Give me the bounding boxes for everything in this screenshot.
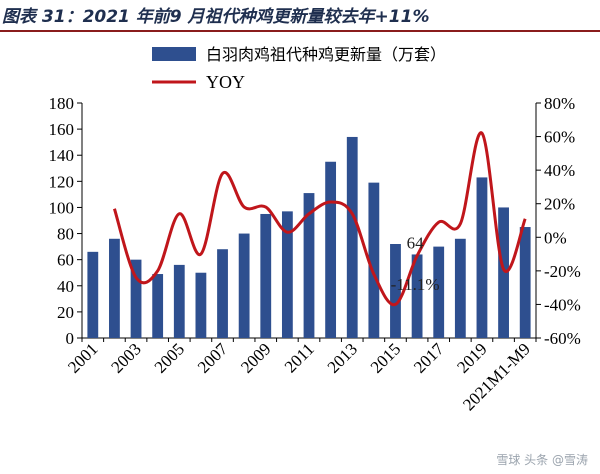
y-tick-label-right: 0% <box>544 228 567 247</box>
bar <box>303 193 315 338</box>
legend-swatch-bar <box>152 47 196 61</box>
bar <box>238 233 250 338</box>
y-tick-label-left: 20 <box>57 303 74 322</box>
x-tick-label: 2015 <box>367 339 404 376</box>
y-tick-label-right: -40% <box>544 295 581 314</box>
bar <box>411 254 423 338</box>
y-tick-label-right: 80% <box>544 94 575 113</box>
bar <box>325 161 337 338</box>
x-tick-label: 2009 <box>237 339 274 376</box>
x-tick-label: 2005 <box>151 339 188 376</box>
y-tick-label-left: 60 <box>57 251 74 270</box>
y-tick-label-right: -60% <box>544 329 581 348</box>
bar <box>390 244 401 338</box>
bar-series <box>87 136 531 338</box>
y-tick-label-left: 140 <box>49 146 75 165</box>
data-label: 64 <box>407 233 425 252</box>
yoy-line <box>112 131 527 307</box>
legend-label-line: YOY <box>206 72 245 92</box>
bar <box>454 238 466 338</box>
x-tick-label: 2007 <box>194 339 232 377</box>
bar <box>195 272 207 338</box>
y-tick-label-left: 180 <box>49 94 75 113</box>
y-tick-label-right: 40% <box>544 161 575 180</box>
x-tick-label: 2003 <box>107 339 144 376</box>
bar <box>281 211 293 338</box>
annotations: 64 -11.1% <box>391 233 440 293</box>
legend: 白羽肉鸡祖代种鸡更新量（万套） YOY <box>152 45 446 92</box>
data-label: -11.1% <box>391 275 440 294</box>
title-rule <box>0 30 600 32</box>
bar <box>173 264 185 338</box>
x-tick-label: 2011 <box>281 339 318 376</box>
y-tick-label-left: 160 <box>49 120 75 139</box>
x-tick-label: 2019 <box>453 339 490 376</box>
legend-label-bar: 白羽肉鸡祖代种鸡更新量（万套） <box>206 45 446 64</box>
bar <box>346 136 358 338</box>
bar <box>433 246 445 338</box>
x-tick-label: 2017 <box>410 339 448 377</box>
bar <box>152 274 164 338</box>
bar <box>498 207 509 338</box>
y-tick-label-right: -20% <box>544 262 581 281</box>
bar <box>87 251 99 338</box>
y-tick-label-left: 80 <box>57 225 74 244</box>
y-tick-label-left: 100 <box>49 198 75 217</box>
watermark: 雪球 头条 @雪涛 <box>496 453 588 467</box>
bar <box>519 227 531 338</box>
bar <box>260 213 272 338</box>
bar <box>217 249 228 338</box>
y-tick-label-left: 40 <box>57 277 74 296</box>
bar <box>130 259 142 338</box>
x-tick-label: 2013 <box>324 339 361 376</box>
line-series <box>112 131 527 307</box>
y-tick-label-left: 0 <box>66 329 75 348</box>
y-tick-label-right: 20% <box>544 195 575 214</box>
y-tick-label-left: 120 <box>49 172 75 191</box>
chart-title: 图表 31：2021 年前9 月祖代种鸡更新量较去年+11% <box>2 7 430 27</box>
bar <box>109 238 120 338</box>
bar <box>476 177 488 338</box>
y-tick-label-right: 60% <box>544 128 575 147</box>
title-bar: 图表 31：2021 年前9 月祖代种鸡更新量较去年+11% <box>0 0 600 32</box>
bar <box>368 182 380 338</box>
